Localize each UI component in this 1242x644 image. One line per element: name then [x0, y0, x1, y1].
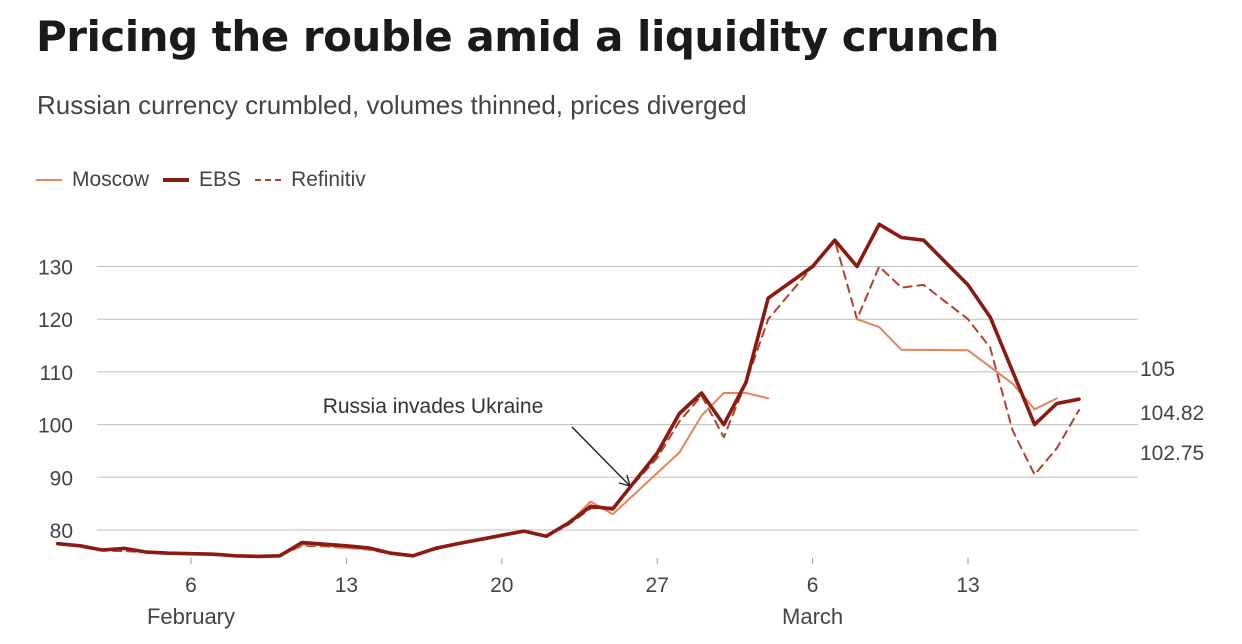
- chart-subtitle: Russian currency crumbled, volumes thinn…: [37, 90, 747, 120]
- y-tick-label-130: 130: [38, 257, 73, 280]
- x-tick-label-5: 13: [956, 574, 979, 597]
- legend-swatch-refinitiv: [255, 179, 282, 181]
- month-label-0: February: [147, 604, 235, 629]
- annotation-arrowhead-0: [618, 474, 631, 487]
- x-tick-label-4: 6: [807, 574, 819, 597]
- legend-swatch-ebs: [163, 178, 190, 182]
- x-tick-label-1: 13: [335, 574, 358, 597]
- chart-title: Pricing the rouble amid a liquidity crun…: [36, 12, 999, 61]
- end-label-moscow: 105: [1140, 358, 1175, 381]
- x-tick-label-0: 6: [185, 574, 197, 597]
- legend-label-refinitiv: Refinitiv: [291, 168, 366, 191]
- series-line-moscow-segment-2: [856, 318, 1058, 411]
- legend-swatch-moscow: [36, 179, 62, 181]
- legend-label-ebs: EBS: [199, 168, 242, 191]
- y-tick-label-100: 100: [38, 415, 73, 438]
- end-label-refinitiv: 102.75: [1140, 442, 1204, 465]
- legend-item-ebs: EBS: [163, 168, 241, 192]
- y-tick-label-80: 80: [50, 520, 73, 543]
- legend-item-moscow: Moscow: [36, 168, 149, 192]
- x-tick-label-3: 27: [646, 574, 669, 597]
- legend-label-moscow: Moscow: [72, 168, 150, 191]
- series-line-refinitiv: [56, 239, 1080, 558]
- legend-item-refinitiv: Refinitiv: [255, 168, 366, 192]
- series-line-ebs: [56, 222, 1081, 559]
- y-tick-label-110: 110: [40, 362, 73, 385]
- annotation-arrow-0: [571, 426, 631, 487]
- annotation-text-0: Russia invades Ukraine: [323, 395, 544, 418]
- end-label-ebs: 104.82: [1140, 402, 1204, 425]
- x-tick-label-2: 20: [490, 574, 513, 597]
- y-tick-label-120: 120: [38, 309, 73, 332]
- y-tick-label-90: 90: [50, 467, 73, 490]
- month-label-1: March: [782, 604, 843, 629]
- chart-legend: Moscow EBS Refinitiv: [36, 168, 380, 192]
